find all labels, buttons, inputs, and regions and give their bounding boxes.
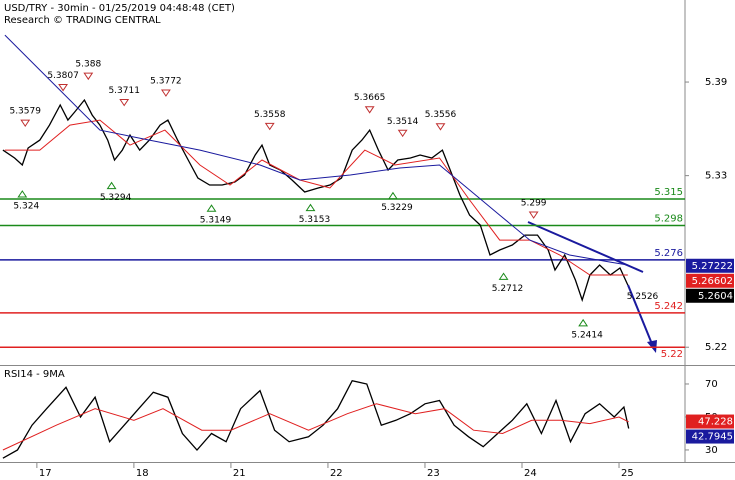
low-marker [106,181,117,190]
forecast-arrow [627,284,653,345]
low-label: 5.3229 [381,203,413,213]
low-label: 5.2414 [571,330,603,340]
high-label: 5.3556 [425,110,457,120]
y-tick-label: 5.22 [705,342,727,353]
level-label: 5.298 [654,214,683,225]
high-marker [528,211,539,219]
high-marker [264,122,275,131]
high-marker [58,84,69,92]
chart-title: USD/TRY - 30min - 01/25/2019 04:48:48 (C… [4,3,235,14]
high-marker [364,106,375,114]
x-tick-label: 23 [427,468,440,479]
x-tick-label: 17 [39,468,52,479]
y-tick-label: 70 [705,379,718,390]
x-tick-label: 25 [621,468,634,479]
y-tick-label: 30 [705,445,718,456]
high-marker [83,72,94,81]
x-tick-label: 22 [330,468,343,479]
low-label: 5.2712 [492,284,524,294]
high-label: 5.3579 [9,107,41,117]
last-value-box [686,273,734,288]
level-label: 5.276 [654,248,683,259]
trendline [527,221,644,273]
level-label: 5.22 [661,349,683,360]
high-marker [397,129,408,138]
x-tick-label: 24 [524,468,537,479]
high-label: 5.3772 [150,77,182,87]
last-value-box [686,288,734,303]
low-marker [388,191,398,200]
high-label: 5.3711 [108,86,140,96]
low-label: 5.3294 [100,193,132,203]
series-line [2,403,629,451]
low-label: 5.3153 [299,215,331,225]
series-line [4,34,628,266]
high-marker [119,99,130,107]
high-marker [160,89,171,97]
high-label: 5.299 [521,198,547,208]
high-label: 5.3665 [354,93,386,103]
y-tick-label: 5.39 [705,77,727,88]
level-label: 5.315 [654,187,683,198]
last-value-label: 5.2604 [698,291,733,302]
high-marker [435,123,446,131]
low-label: 5.3149 [200,216,232,226]
high-label: 5.3514 [387,117,419,127]
level-label: 5.242 [654,301,683,312]
low-marker [305,203,316,212]
last-value-box [686,429,734,444]
high-label: 5.388 [75,60,101,70]
high-label: 5.3558 [254,110,286,120]
x-tick-label: 21 [233,468,246,479]
last-value-label: 5.26602 [692,276,733,287]
last-value-label: 5.27222 [692,261,733,272]
high-marker [20,119,31,128]
low-marker [206,204,217,212]
low-marker [498,272,509,280]
high-label: 5.3807 [47,71,79,81]
last-value-label: 42.7945 [692,432,733,443]
panel-title: RSI14 - 9MA [4,369,65,380]
last-value-label: 47.228 [698,417,733,428]
x-tick-label: 18 [136,468,149,479]
series-line [2,98,629,303]
low-label: 5.324 [13,201,39,211]
y-tick-label: 5.33 [705,171,727,182]
last-value-box [686,414,734,429]
series-line [2,379,630,459]
last-value-box [686,258,734,273]
annotation: 5.2526 [627,292,659,302]
low-marker [578,318,589,327]
series-line [4,119,628,276]
chart-subtitle: Research © TRADING CENTRAL [4,15,161,26]
low-marker [17,190,28,198]
